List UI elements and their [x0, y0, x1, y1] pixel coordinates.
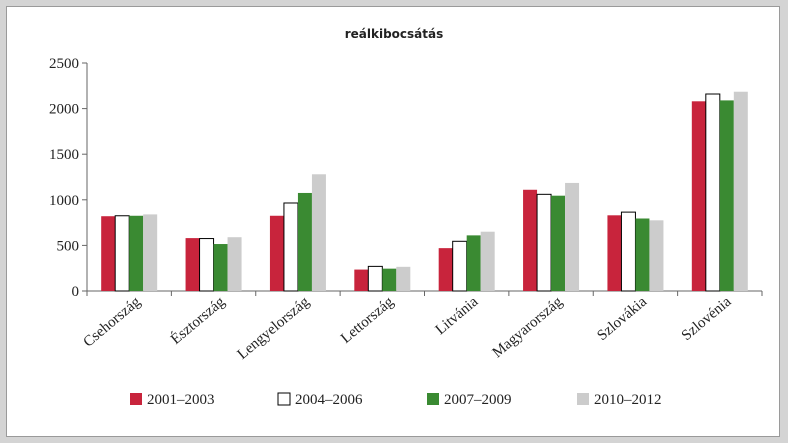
bar: [382, 268, 397, 291]
legend-label: 2007–2009: [444, 392, 512, 408]
bar: [649, 220, 664, 291]
bar: [705, 93, 721, 292]
bar: [620, 211, 636, 292]
legend-swatch: [577, 393, 589, 405]
bar: [551, 195, 566, 291]
bar: [607, 215, 622, 291]
bar: [536, 193, 552, 292]
bar: [367, 265, 383, 292]
bar: [691, 101, 706, 291]
bar: [438, 248, 453, 291]
bar: [199, 238, 215, 292]
y-tick-label: 1500: [49, 147, 79, 163]
category-label: Szlovénia: [679, 294, 735, 344]
bar: [297, 192, 312, 291]
bar: [354, 269, 369, 291]
bar: [635, 218, 650, 291]
chart-title: reálkibocsátás: [345, 27, 444, 41]
category-label: Lettország: [338, 293, 397, 346]
bar: [114, 215, 130, 292]
bars: [101, 91, 748, 292]
legend-label: 2004–2006: [295, 392, 363, 408]
bar: [396, 266, 411, 291]
category-label: Észtország: [167, 293, 228, 348]
bar: [101, 216, 116, 291]
legend-swatch: [130, 393, 142, 405]
bar: [283, 202, 299, 292]
y-tick-label: 2500: [49, 56, 79, 72]
category-label: Lengyelország: [235, 293, 313, 362]
legend-swatch: [277, 392, 291, 406]
bar: [719, 100, 734, 291]
bar: [269, 215, 284, 291]
bar: [523, 189, 538, 291]
y-tick-label: 1000: [49, 193, 79, 209]
bar: [733, 91, 748, 291]
bar-chart: reálkibocsátás 0 500 1000 1500 2000 2500 Cseh…: [49, 27, 763, 408]
bar: [466, 235, 481, 291]
y-tick-label: 0: [72, 284, 80, 300]
category-label: Szlovákia: [594, 294, 650, 344]
bar: [452, 240, 468, 292]
bar: [129, 215, 144, 291]
y-tick-label: 500: [57, 238, 80, 254]
category-label: Magyarország: [490, 293, 566, 361]
legend: 2001–2003 2004–2006 2007–2009 2010–2012: [130, 392, 662, 408]
category-label: Litvánia: [433, 294, 482, 339]
legend-swatch: [427, 393, 439, 405]
bar: [480, 231, 495, 291]
axes: 0 500 1000 1500 2000 2500: [49, 56, 763, 300]
y-tick-label: 2000: [49, 102, 79, 118]
bar: [213, 244, 228, 291]
bar: [565, 182, 580, 291]
bar: [227, 237, 242, 291]
bar: [185, 238, 200, 291]
bar: [143, 214, 158, 291]
bar: [311, 174, 326, 291]
legend-label: 2010–2012: [594, 392, 662, 408]
chart-frame: reálkibocsátás 0 500 1000 1500 2000 2500 Cseh…: [6, 6, 780, 437]
legend-label: 2001–2003: [147, 392, 215, 408]
category-label: Csehország: [80, 293, 144, 350]
category-labels: Csehország Észtország Lengyelország Lettors…: [80, 293, 734, 363]
